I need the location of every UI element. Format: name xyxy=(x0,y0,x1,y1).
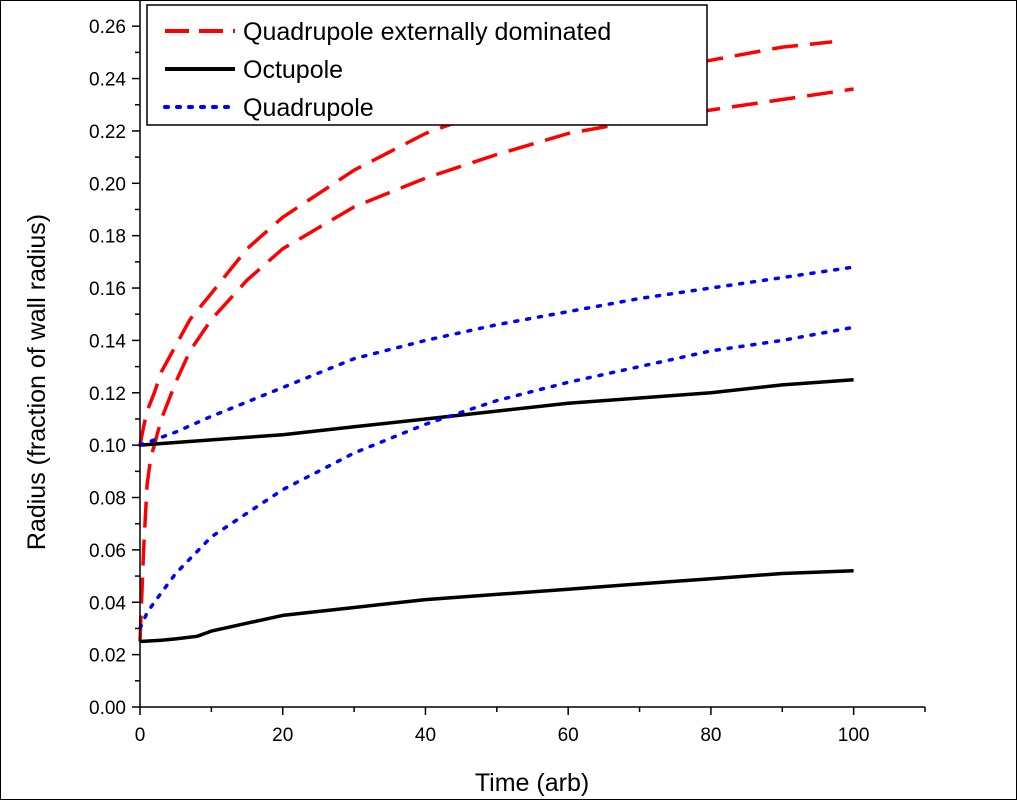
x-tick-label: 40 xyxy=(415,725,436,746)
y-tick-label: 0.00 xyxy=(89,698,126,719)
x-tick-label: 80 xyxy=(700,725,721,746)
x-tick-label: 20 xyxy=(272,725,293,746)
x-tick-label: 60 xyxy=(558,725,579,746)
legend-label: Quadrupole externally dominated xyxy=(243,18,611,46)
y-tick-label: 0.08 xyxy=(89,489,126,510)
y-tick-label: 0.06 xyxy=(89,541,126,562)
y-tick-label: 0.20 xyxy=(89,174,126,195)
series-line xyxy=(138,265,856,447)
y-tick-label: 0.14 xyxy=(89,331,126,352)
legend: Quadrupole externally dominated Octupole Q… xyxy=(146,4,708,126)
y-axis-title: Radius (fraction of wall radius) xyxy=(23,214,51,550)
x-tick-label: 0 xyxy=(135,725,146,746)
axes: 0 20 40 60 80 100 0.00 0.02 0.04 0.06 0.08 0.10 0.12… xyxy=(89,0,926,746)
y-tick-label: 0.18 xyxy=(89,227,126,248)
legend-label: Octupole xyxy=(243,56,343,84)
series-line xyxy=(139,377,854,447)
series-line xyxy=(138,40,833,446)
x-axis-title: Time (arb) xyxy=(475,769,589,797)
series-line xyxy=(139,569,854,644)
y-tick-label: 0.10 xyxy=(89,436,126,457)
x-tick-label: 100 xyxy=(838,725,870,746)
legend-label: Quadrupole xyxy=(243,94,374,122)
y-tick-label: 0.16 xyxy=(89,279,126,300)
y-tick-label: 0.24 xyxy=(89,70,126,91)
y-tick-label: 0.22 xyxy=(89,122,126,143)
y-tick-label: 0.04 xyxy=(89,593,126,614)
y-tick-label: 0.12 xyxy=(89,384,126,405)
y-tick-label: 0.02 xyxy=(89,646,126,667)
y-tick-label: 0.26 xyxy=(89,17,126,38)
legend-box xyxy=(146,4,708,126)
